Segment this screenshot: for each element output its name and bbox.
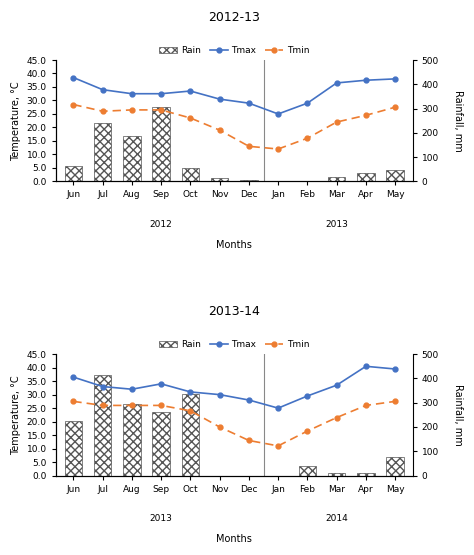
Text: 2012: 2012: [150, 220, 173, 229]
Legend: Rain, Tmax, Tmin: Rain, Tmax, Tmin: [155, 337, 313, 353]
Text: Months: Months: [216, 240, 252, 250]
Y-axis label: Temperature, °C: Temperature, °C: [11, 375, 21, 455]
Bar: [64, 165, 82, 181]
Bar: [299, 466, 316, 476]
Bar: [240, 180, 258, 181]
Bar: [386, 170, 404, 181]
Bar: [357, 473, 374, 476]
Bar: [123, 404, 141, 476]
Bar: [211, 178, 228, 181]
Bar: [152, 107, 170, 181]
Legend: Rain, Tmax, Tmin: Rain, Tmax, Tmin: [155, 43, 313, 59]
Bar: [94, 375, 111, 476]
Bar: [328, 473, 346, 476]
Bar: [94, 123, 111, 181]
Title: 2013-14: 2013-14: [209, 305, 260, 318]
Bar: [357, 173, 374, 181]
Text: Months: Months: [216, 534, 252, 544]
Y-axis label: Temperature, °C: Temperature, °C: [11, 81, 21, 160]
Bar: [182, 394, 199, 476]
Bar: [123, 137, 141, 181]
Bar: [64, 421, 82, 476]
Title: 2012-13: 2012-13: [209, 11, 260, 24]
Y-axis label: Rainfall, mm: Rainfall, mm: [453, 90, 463, 152]
Text: 2013: 2013: [150, 514, 173, 523]
Bar: [386, 457, 404, 476]
Bar: [152, 412, 170, 476]
Y-axis label: Rainfall, mm: Rainfall, mm: [453, 384, 463, 446]
Bar: [328, 176, 346, 181]
Bar: [182, 168, 199, 181]
Text: 2013: 2013: [325, 220, 348, 229]
Text: 2014: 2014: [325, 514, 348, 523]
